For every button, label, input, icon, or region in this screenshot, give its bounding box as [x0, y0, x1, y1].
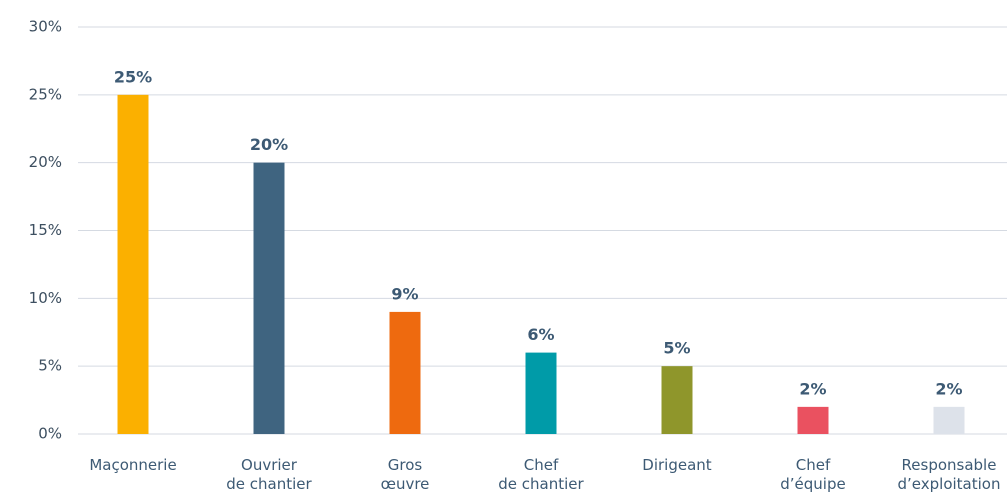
bar	[525, 352, 557, 434]
bar	[389, 311, 421, 434]
y-tick-label: 15%	[29, 221, 62, 239]
value-label: 6%	[527, 325, 554, 344]
x-tick-label: Gros œuvre	[380, 456, 430, 493]
y-tick-label: 10%	[29, 289, 62, 307]
value-label: 2%	[935, 379, 962, 398]
bar	[933, 406, 965, 434]
value-label: 2%	[799, 379, 826, 398]
x-tick-label: Responsable d’exploitation	[897, 456, 1001, 493]
x-tick-label: Ouvrier de chantier	[226, 456, 312, 493]
value-label: 20%	[250, 135, 288, 154]
y-tick-label: 25%	[29, 85, 62, 103]
bar	[661, 366, 693, 434]
value-label: 9%	[391, 284, 418, 303]
bar	[117, 94, 149, 434]
y-tick-label: 0%	[38, 425, 62, 443]
x-tick-label: Chef d’équipe	[780, 456, 846, 493]
value-label: 25%	[114, 67, 152, 86]
y-tick-label: 30%	[29, 18, 62, 36]
y-tick-label: 20%	[29, 153, 62, 171]
y-tick-label: 5%	[38, 357, 62, 375]
bar	[253, 162, 285, 434]
bar	[797, 406, 829, 434]
value-label: 5%	[663, 339, 690, 358]
x-tick-label: Dirigeant	[642, 456, 712, 474]
x-tick-label: Maçonnerie	[89, 456, 177, 474]
x-tick-label: Chef de chantier	[498, 456, 584, 493]
